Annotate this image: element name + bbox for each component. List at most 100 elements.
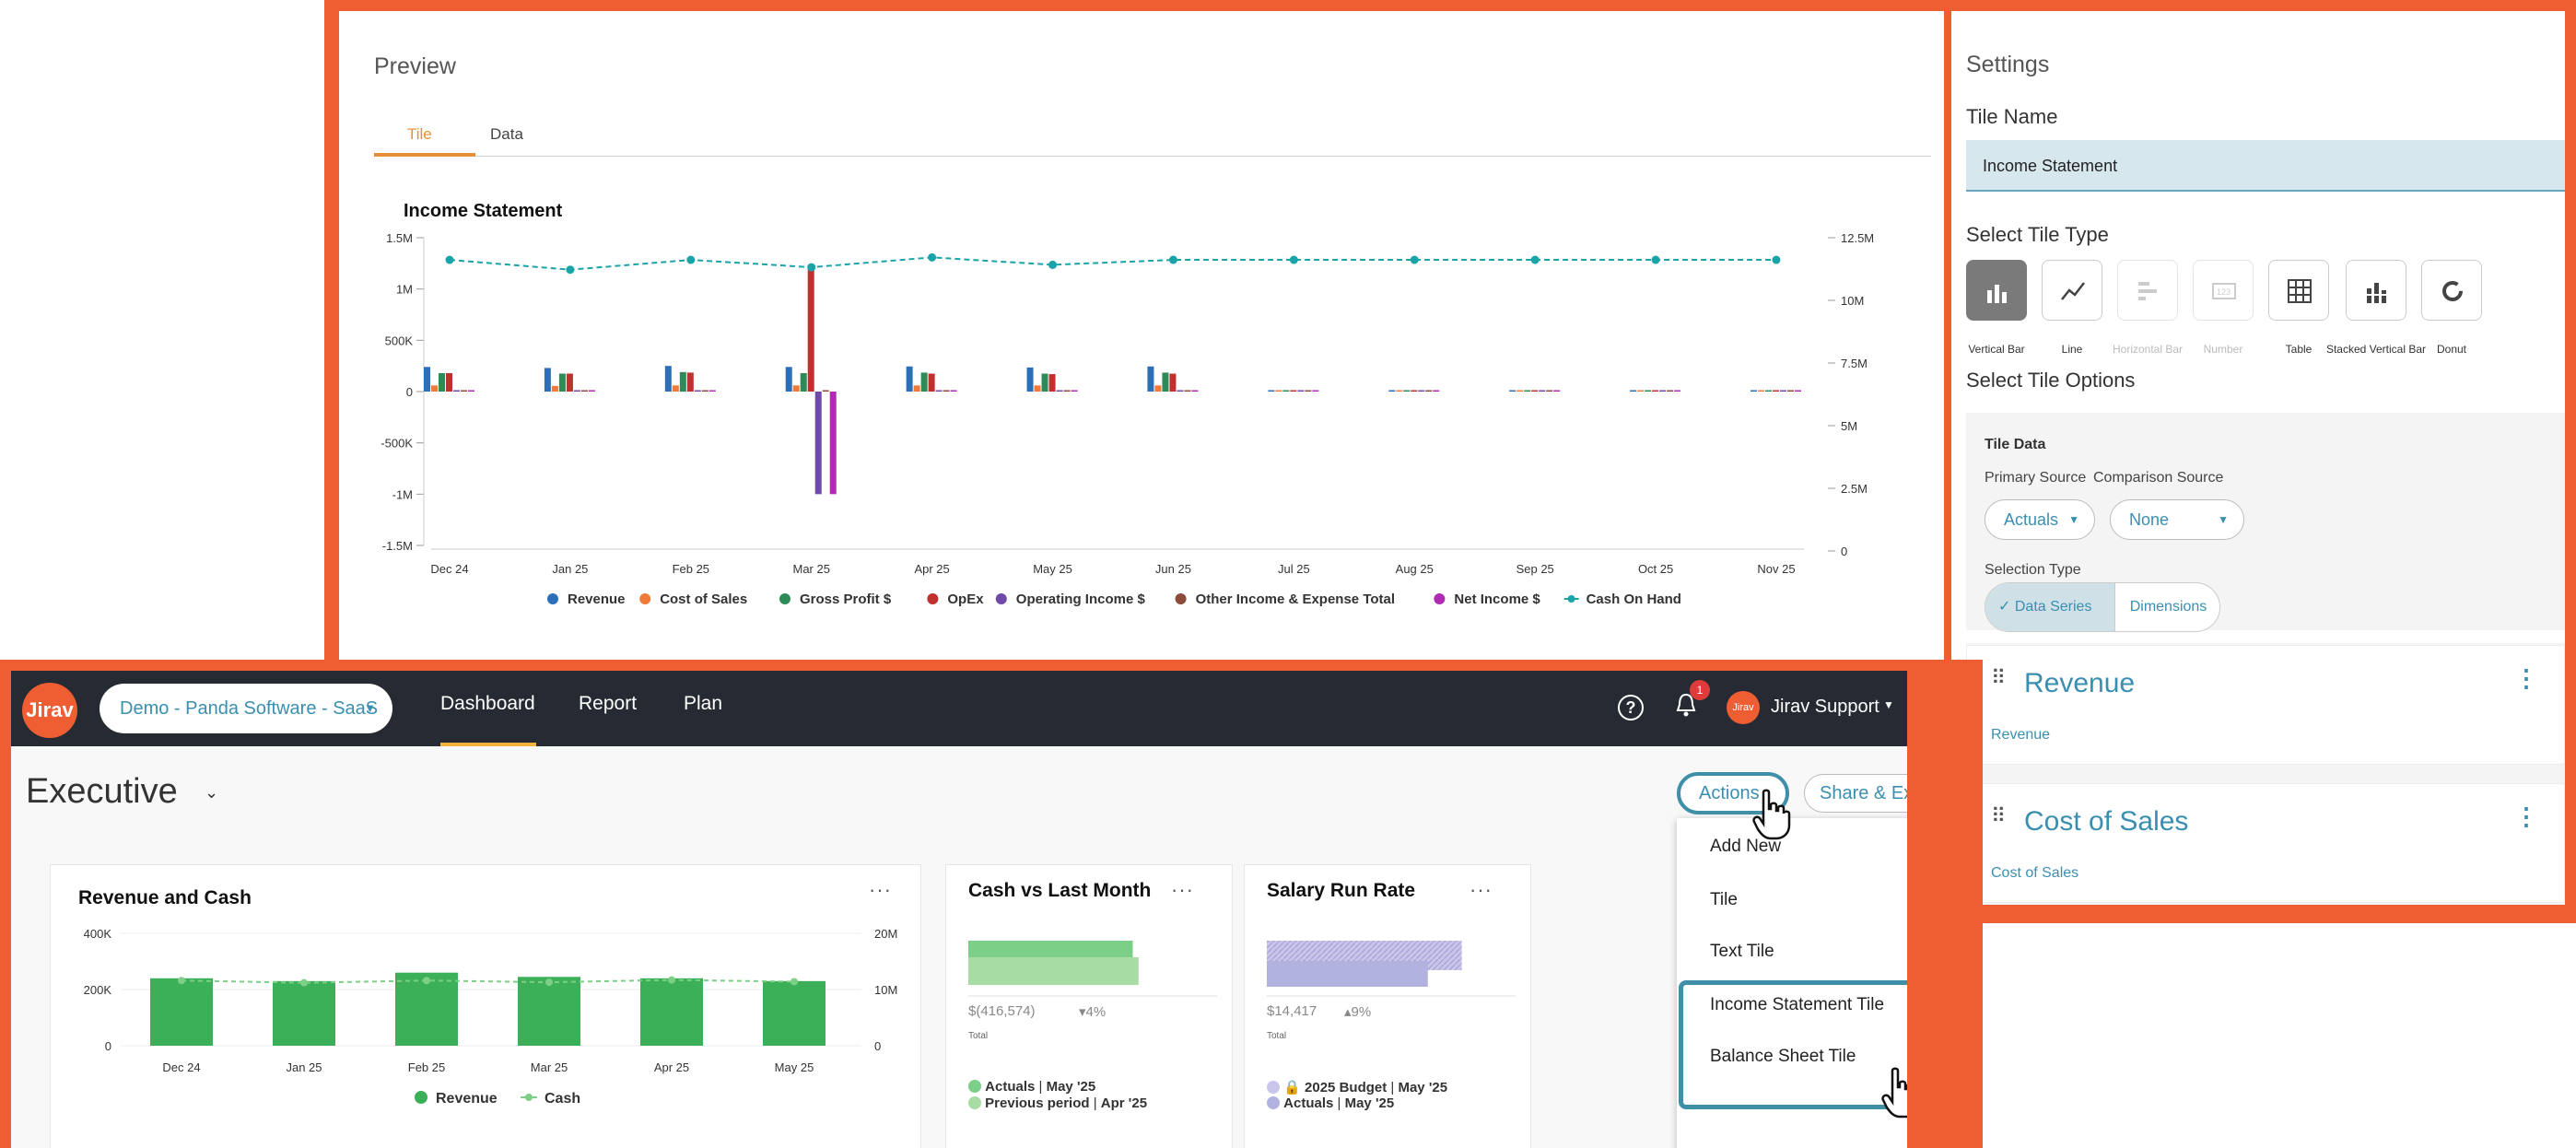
bar-revenue xyxy=(424,367,430,392)
point-cash-on-hand xyxy=(928,252,937,262)
bar-net-income xyxy=(1553,390,1561,392)
bar-opex xyxy=(1048,374,1056,392)
series-name: Cost of Sales xyxy=(2024,806,2189,837)
x-tick-label: Mar 25 xyxy=(531,1060,568,1074)
chevron-down-icon[interactable]: ▼ xyxy=(1883,698,1894,711)
menu-item-add-new[interactable]: Add New xyxy=(1710,837,1782,856)
actuals-bar xyxy=(1267,961,1428,987)
legend-dot xyxy=(1267,1096,1280,1109)
tile-type-label: Horizontal Bar xyxy=(2112,343,2184,356)
legend-label: Cost of Sales xyxy=(660,592,747,607)
bar-cost-of-sales xyxy=(913,385,920,392)
tile-type-vertical-bar[interactable] xyxy=(1966,260,2027,321)
hand-cursor-icon xyxy=(1752,789,1791,840)
dashboard-title[interactable]: Executive xyxy=(26,772,178,811)
line-cash xyxy=(181,978,795,984)
bar-cost-of-sales xyxy=(672,385,679,392)
bell-icon[interactable] xyxy=(1675,693,1697,719)
tab-tile[interactable]: Tile xyxy=(407,125,432,143)
bar-opex xyxy=(807,268,814,392)
help-icon[interactable]: ? xyxy=(1618,695,1644,720)
nav-report[interactable]: Report xyxy=(579,693,638,714)
bar-opex xyxy=(1652,390,1659,392)
dashboard-window: Jirav Demo - Panda Software - SaaS ▼ Das… xyxy=(11,671,1907,1148)
company-selector[interactable]: Demo - Panda Software - SaaS ▼ xyxy=(100,684,392,733)
y2-tick-label: 7.5M xyxy=(1841,357,1868,370)
series-card-revenue[interactable]: ⠿ Revenue ⋮ Revenue xyxy=(1966,645,2565,765)
table-icon xyxy=(2288,279,2312,303)
hand-cursor-icon xyxy=(1881,1067,1907,1119)
jirav-logo[interactable]: Jirav xyxy=(22,683,77,738)
user-menu[interactable]: Jirav Support xyxy=(1771,697,1879,717)
y2-tick-label: 5M xyxy=(1841,419,1857,433)
menu-item-balance-sheet-tile[interactable]: Balance Sheet Tile xyxy=(1710,1047,1856,1066)
settings-pane: Settings Tile Name Income Statement Sele… xyxy=(1951,11,2565,905)
tile-name-input[interactable]: Income Statement xyxy=(1966,140,2565,192)
x-tick-label: Jul 25 xyxy=(1278,562,1310,576)
legend-marker xyxy=(1434,593,1446,604)
y-tick-label: -1M xyxy=(392,487,413,501)
more-options-icon[interactable]: ··· xyxy=(1469,878,1493,901)
income-statement-chart-title: Income Statement xyxy=(404,201,563,221)
avatar[interactable]: Jirav xyxy=(1727,691,1760,724)
dimensions-option[interactable]: Dimensions xyxy=(2114,583,2219,631)
comparison-source-select[interactable]: None ▼ xyxy=(2110,499,2244,540)
tile-editor-panel: Preview Tile Data Income Statement 1.5M 1… xyxy=(324,0,2576,923)
series-card-cost-of-sales[interactable]: ⠿ Cost of Sales ⋮ Cost of Sales xyxy=(1966,783,2565,903)
y2-tick-label: 2.5M xyxy=(1841,482,1868,496)
more-options-icon[interactable]: ··· xyxy=(869,878,892,901)
bar-operating-income xyxy=(453,390,460,392)
menu-item-text-tile[interactable]: Text Tile xyxy=(1710,942,1774,961)
more-options-icon[interactable]: ⋮ xyxy=(2514,664,2538,692)
point-cash-on-hand xyxy=(566,265,575,275)
drag-handle-icon[interactable]: ⠿ xyxy=(1991,666,2006,689)
actions-button[interactable]: Actions xyxy=(1677,772,1789,814)
tile-type-table[interactable] xyxy=(2268,260,2329,321)
legend-marker xyxy=(547,593,558,604)
cash-vs-last-month-card: Cash vs Last Month ··· $(416,574) ▾4% To… xyxy=(945,864,1233,1148)
more-options-icon[interactable]: ··· xyxy=(1171,878,1194,901)
selection-type-label: Selection Type xyxy=(1985,562,2081,578)
tile-type-label: Number xyxy=(2203,343,2243,356)
legend-period: May '25 xyxy=(1398,1080,1448,1095)
data-series-option[interactable]: ✓ Data Series xyxy=(1985,583,2114,631)
tile-type-line[interactable] xyxy=(2042,260,2102,321)
bar-gross-profit xyxy=(920,372,928,392)
x-tick-label: Apr 25 xyxy=(914,562,949,576)
x-tick-label: Oct 25 xyxy=(1638,562,1673,576)
nav-dashboard[interactable]: Dashboard xyxy=(440,693,535,714)
number-icon: 123 xyxy=(2212,283,2236,299)
legend-label: Net Income $ xyxy=(1454,592,1540,607)
preview-pane: Preview Tile Data Income Statement 1.5M 1… xyxy=(339,11,1944,660)
legend-label: Actuals xyxy=(985,1079,1036,1095)
bar-operating-income xyxy=(1659,390,1667,392)
bar-opex xyxy=(446,372,452,392)
nav-plan[interactable]: Plan xyxy=(684,693,723,714)
bar-cost-of-sales xyxy=(551,385,558,392)
tab-data[interactable]: Data xyxy=(490,125,523,143)
bar-gross-profit xyxy=(1765,390,1772,392)
menu-item-income-statement-tile[interactable]: Income Statement Tile xyxy=(1710,995,1885,1014)
share-export-button[interactable]: Share & Export ▼ xyxy=(1804,774,1907,813)
company-name: Demo - Panda Software - SaaS xyxy=(120,698,379,719)
bar-operating-income xyxy=(1418,390,1425,392)
bar-net-income xyxy=(1191,390,1199,392)
vertical-bar-icon xyxy=(1987,285,2007,303)
bar-net-income xyxy=(468,390,474,392)
bar-cost-of-sales xyxy=(1516,390,1524,392)
y2-tick-label: 12.5M xyxy=(1841,231,1874,245)
menu-item-tile[interactable]: Tile xyxy=(1710,890,1738,909)
bar-operating-income xyxy=(573,390,580,392)
primary-source-select[interactable]: Actuals ▼ xyxy=(1985,499,2095,540)
more-options-icon[interactable]: ⋮ xyxy=(2514,802,2538,830)
x-tick-label: May 25 xyxy=(775,1060,814,1074)
bar-gross-profit xyxy=(800,372,807,392)
tile-type-donut[interactable] xyxy=(2421,260,2482,321)
tile-type-label: Stacked Vertical Bar xyxy=(2325,343,2427,356)
tile-type-stacked-vertical-bar[interactable] xyxy=(2346,260,2406,321)
drag-handle-icon[interactable]: ⠿ xyxy=(1991,804,2006,827)
chevron-down-icon[interactable]: ⌄ xyxy=(205,783,219,802)
tile-type-horizontal-bar xyxy=(2117,260,2178,321)
point-cash-on-hand xyxy=(807,263,816,272)
bar-revenue xyxy=(906,366,913,392)
